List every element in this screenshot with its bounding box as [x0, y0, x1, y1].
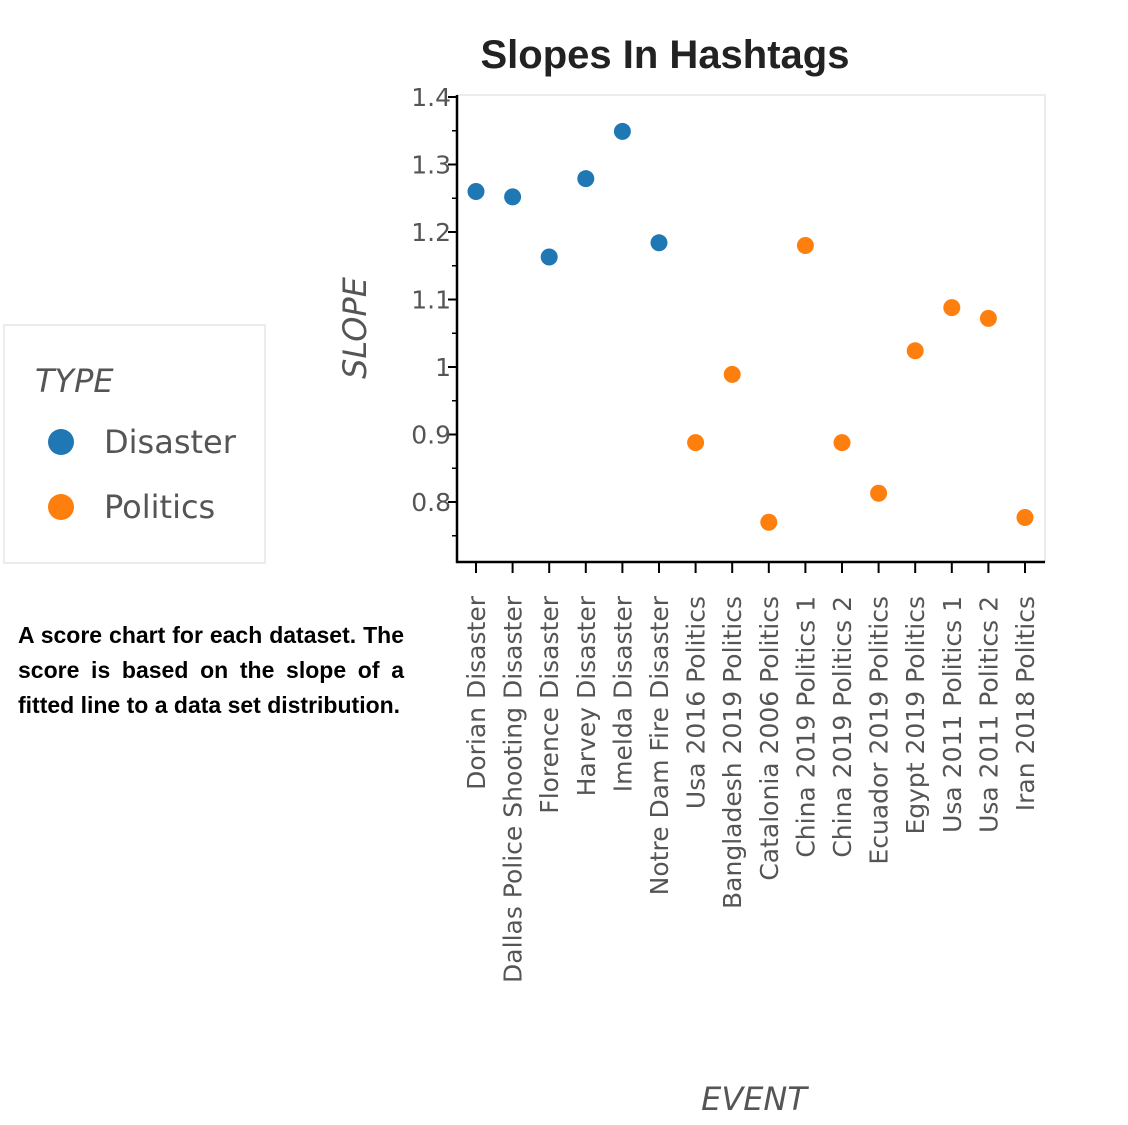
plot-frame	[456, 94, 1046, 563]
legend-marker-disaster	[48, 429, 74, 455]
axes: 0.8 0.9 1 1.1 1.2 1.3 1.4 Dorian Disaster Dallas…	[411, 83, 1045, 983]
politics-point	[833, 434, 851, 452]
x-tick-label: Usa 2011 Politics 1	[938, 596, 967, 833]
politics-point	[870, 484, 888, 502]
politics-point	[687, 434, 705, 452]
politics-point	[979, 309, 997, 327]
x-tick-label: Catalonia 2006 Politics	[755, 596, 784, 881]
y-tick-label: 1	[435, 353, 451, 382]
x-tick-label: Dorian Disaster	[462, 595, 491, 790]
x-tick-label: Notre Dam Fire Disaster	[645, 595, 674, 895]
politics-point	[1016, 509, 1034, 527]
x-tick-label: China 2019 Politics 1	[791, 596, 820, 858]
x-tick-label: Egypt 2019 Politics	[901, 596, 930, 835]
x-tick-label: Usa 2016 Politics	[682, 596, 711, 809]
disaster-point	[577, 170, 595, 188]
y-tick-label: 1.1	[411, 286, 451, 315]
x-tick-label: Bangladesh 2019 Politics	[718, 596, 747, 909]
legend-label-politics: Politics	[104, 488, 215, 526]
politics-point	[723, 365, 741, 383]
politics-point	[906, 342, 924, 360]
x-axis-label: EVENT	[701, 1080, 809, 1118]
disaster-point	[504, 188, 522, 206]
politics-point	[796, 237, 814, 254]
y-tick-label: 1.2	[411, 218, 451, 247]
x-tick-label: Usa 2011 Politics 2	[974, 596, 1003, 833]
x-tick-label: Dallas Police Shooting Disaster	[499, 595, 528, 983]
x-tick-label: Florence Disaster	[535, 595, 564, 813]
x-tick-label: Iran 2018 Politics	[1011, 596, 1040, 811]
legend-marker-politics	[48, 494, 74, 520]
disaster-point	[613, 122, 631, 140]
y-tick-label: 1.3	[411, 151, 451, 180]
y-tick-label: 1.4	[411, 83, 451, 112]
data-points	[467, 122, 1034, 531]
y-axis-label: SLOPE	[336, 276, 374, 379]
x-tick-label: China 2019 Politics 2	[828, 596, 857, 858]
x-tick-label: Imelda Disaster	[608, 595, 637, 792]
y-tick-label: 0.8	[411, 488, 451, 517]
caption: A score chart for each dataset. The scor…	[18, 622, 404, 718]
politics-point	[943, 299, 961, 317]
legend-label-disaster: Disaster	[104, 423, 237, 461]
legend-title: TYPE	[35, 362, 114, 400]
legend: TYPE Disaster Politics	[3, 324, 266, 564]
x-tick-label: Harvey Disaster	[572, 595, 601, 796]
x-tick-label: Ecuador 2019 Politics	[865, 596, 894, 865]
legend-box	[3, 324, 266, 564]
y-tick-label: 0.9	[411, 421, 451, 450]
chart-title: Slopes In Hashtags	[481, 33, 850, 77]
disaster-point	[467, 183, 485, 200]
disaster-point	[540, 248, 558, 266]
disaster-point	[650, 234, 668, 252]
politics-point	[760, 513, 778, 531]
